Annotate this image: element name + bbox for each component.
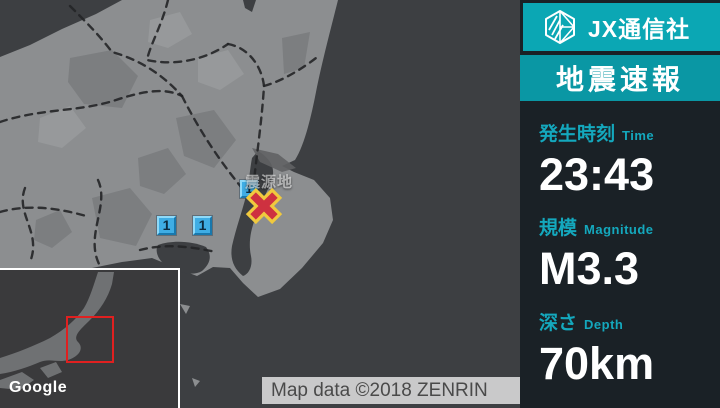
google-logo[interactable]: Google — [9, 379, 68, 396]
terrain-patch — [282, 32, 310, 74]
magnitude-label-en: Magnitude — [584, 222, 654, 237]
prefecture-border — [0, 89, 184, 124]
island — [192, 378, 200, 387]
magnitude-value: M3.3 — [539, 243, 640, 294]
inset-region-box — [66, 316, 114, 363]
magnitude-label-ja: 規模 — [539, 218, 578, 239]
bay-head-delta — [252, 148, 296, 172]
terrain-patch — [138, 148, 186, 194]
sagami-bay — [156, 241, 210, 274]
prefecture-border — [262, 56, 318, 88]
prefecture-border — [21, 186, 35, 264]
alert-title-bar: 地震速報 — [520, 55, 720, 101]
prefecture-border — [93, 178, 103, 268]
jx-press-logo-icon — [545, 10, 575, 44]
intensity-marker: 1 — [157, 216, 176, 235]
brand-header: JX通信社 — [523, 3, 720, 51]
alert-title: 地震速報 — [555, 64, 684, 95]
time-label-ja: 発生時刻 — [539, 124, 616, 145]
terrain-patch — [148, 12, 192, 48]
alert-sidebar: JX通信社 地震速報 発生時刻 Time 23:43 規模 Magnitude M3… — [520, 0, 720, 408]
prefecture-border — [180, 94, 254, 202]
island — [180, 304, 190, 314]
depth-label-ja: 深さ — [539, 313, 578, 334]
magnitude-group: 規模 Magnitude M3.3 — [539, 213, 714, 292]
prefecture-border — [138, 245, 218, 254]
depth-group: 深さ Depth 70km — [539, 308, 714, 387]
prefecture-border — [0, 206, 88, 218]
terrain-patch — [176, 110, 236, 168]
terrain-patch — [34, 210, 72, 248]
prefecture-border — [145, 0, 230, 64]
inset-sea — [0, 268, 180, 408]
depth-label-en: Depth — [584, 317, 624, 332]
epicenter-x-icon — [245, 187, 283, 225]
inset-island — [0, 372, 34, 390]
depth-value: 70km — [539, 338, 655, 389]
epicenter-label: 震源地 — [245, 174, 294, 191]
terrain-patch — [38, 106, 86, 148]
inlet — [243, 0, 256, 12]
inset-overview-map — [0, 268, 180, 408]
prefecture-border — [68, 4, 184, 98]
terrain-patch — [68, 50, 138, 108]
prefecture-border — [226, 42, 266, 200]
time-group: 発生時刻 Time 23:43 — [539, 119, 714, 198]
inset-island — [40, 362, 62, 378]
terrain-patch — [92, 188, 152, 246]
inset-japan-landmass — [0, 272, 114, 374]
terrain-patch — [198, 50, 244, 90]
time-value: 23:43 — [539, 149, 655, 200]
time-label-en: Time — [622, 128, 655, 143]
brand-title: JX通信社 — [588, 16, 691, 42]
map-attribution: Map data ©2018 ZENRIN — [262, 377, 520, 404]
intensity-marker: 1 — [193, 216, 212, 235]
